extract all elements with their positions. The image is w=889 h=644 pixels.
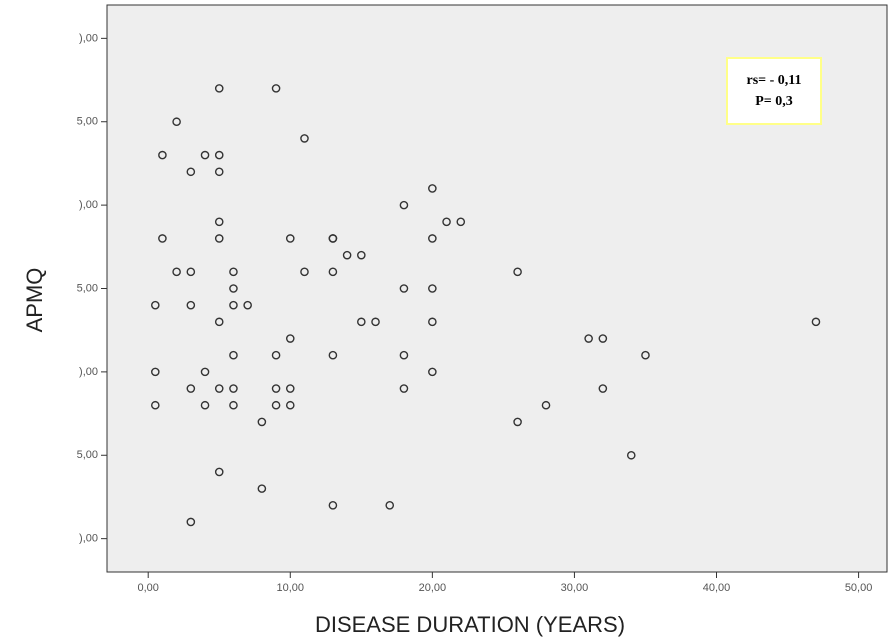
point <box>186 167 196 177</box>
point <box>229 284 238 293</box>
x-tick-label: 30,00 <box>561 582 589 594</box>
y-tick-label: 5,00 <box>77 449 98 461</box>
point <box>428 317 437 327</box>
x-tick-label: 50,00 <box>845 582 873 594</box>
y-tick-label: ),00 <box>79 533 98 545</box>
point <box>229 384 238 393</box>
point <box>598 334 608 343</box>
point <box>328 234 338 243</box>
point <box>399 284 409 293</box>
stat-box <box>726 57 822 125</box>
x-axis-label: DISEASE DURATION (YEARS) <box>315 612 625 637</box>
point <box>229 267 238 277</box>
point <box>328 267 338 277</box>
point <box>513 417 522 427</box>
point <box>257 417 267 427</box>
point <box>151 300 160 310</box>
point <box>285 400 295 410</box>
point <box>200 400 210 410</box>
point <box>399 350 409 360</box>
point <box>214 84 224 93</box>
point <box>271 400 281 410</box>
point <box>186 384 196 393</box>
x-tick-label: 20,00 <box>419 582 447 594</box>
point <box>428 367 437 377</box>
x-tick-label: 10,00 <box>277 582 305 594</box>
point <box>342 250 352 260</box>
point <box>172 267 181 277</box>
point <box>271 84 281 93</box>
point <box>428 234 437 243</box>
point <box>214 234 224 243</box>
point <box>300 267 309 277</box>
y-tick-label: ),00 <box>79 366 98 378</box>
point <box>229 350 238 360</box>
point <box>811 317 821 327</box>
point <box>214 217 224 227</box>
point <box>151 400 160 410</box>
point <box>300 134 309 143</box>
point <box>328 350 338 360</box>
y-tick-label: ),00 <box>79 32 98 44</box>
point <box>357 317 366 327</box>
y-tick-label: 5,00 <box>77 282 98 294</box>
annotation: rs= - 0,11 <box>746 73 801 88</box>
point <box>214 317 224 327</box>
point <box>285 334 295 343</box>
point <box>257 484 267 493</box>
point <box>399 384 409 393</box>
point <box>285 384 295 393</box>
point <box>371 317 380 327</box>
point <box>641 350 650 360</box>
y-tick-label: 5,00 <box>77 116 98 128</box>
point <box>214 384 224 393</box>
point <box>229 300 238 310</box>
point <box>513 267 522 277</box>
point <box>186 267 196 277</box>
y-tick-label: ),00 <box>79 199 98 211</box>
point <box>271 384 281 393</box>
point <box>541 400 551 410</box>
point <box>214 167 224 177</box>
point <box>598 384 608 393</box>
point <box>151 367 160 377</box>
annotation: P= 0,3 <box>755 94 793 109</box>
point <box>399 200 409 210</box>
point <box>584 334 593 343</box>
point <box>158 150 167 160</box>
point <box>172 117 181 127</box>
point <box>229 400 238 410</box>
point <box>285 234 295 243</box>
point <box>626 450 636 460</box>
point <box>456 217 466 227</box>
point <box>442 217 451 227</box>
y-axis-label: APMQ <box>22 268 47 333</box>
x-tick-label: 40,00 <box>703 582 731 594</box>
point <box>186 300 196 310</box>
point <box>186 517 196 527</box>
point <box>214 150 224 160</box>
point <box>243 300 252 310</box>
point <box>328 500 338 510</box>
point <box>158 234 167 243</box>
point <box>428 284 437 293</box>
point <box>357 250 366 260</box>
point <box>200 150 210 160</box>
point <box>428 184 437 193</box>
point <box>214 467 224 477</box>
point <box>200 367 210 377</box>
point <box>271 350 281 360</box>
x-tick-label: 0,00 <box>137 582 158 594</box>
point <box>385 500 395 510</box>
